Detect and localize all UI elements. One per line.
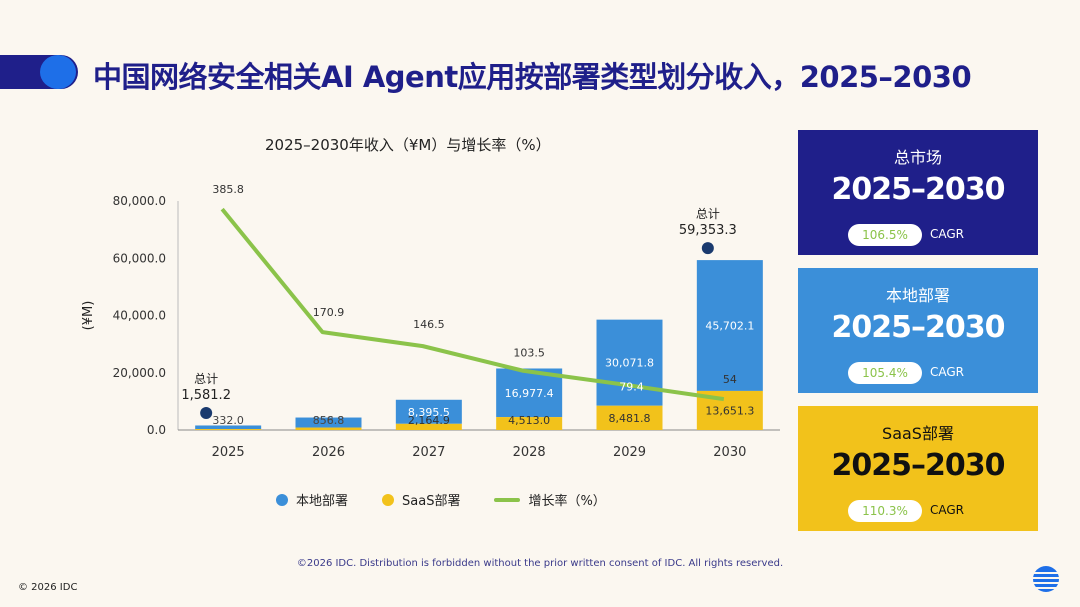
revenue-chart: 80,000.0 60,000.0 40,000.0 20,000.0 0.0 (¥M) 2… — [81, 183, 780, 460]
saas-value-label: 2,164.9 — [408, 414, 450, 427]
growth-value-label: 54 — [723, 373, 737, 386]
card-total-market: 总市场 2025–2030 106.5% CAGR — [798, 130, 1038, 255]
total-label: 总计 — [696, 207, 720, 221]
cagr-pill: 106.5% — [848, 224, 922, 246]
bar-saas — [295, 427, 362, 430]
page-title: 中国网络安全相关AI Agent应用按部署类型划分收入，2025–2030 — [93, 60, 972, 94]
y-axis-label: (¥M) — [81, 301, 96, 331]
total-value: 59,353.3 — [679, 223, 737, 238]
x-tick-label: 2027 — [412, 445, 445, 460]
saas-value-label: 8,481.8 — [609, 412, 651, 425]
growth-value-label: 79.4 — [619, 381, 644, 394]
idc-logo-icon — [1033, 566, 1059, 592]
card-range: 2025–2030 — [831, 172, 1006, 207]
y-tick-label: 0.0 — [147, 423, 166, 437]
card-range: 2025–2030 — [831, 448, 1006, 483]
growth-value-label: 146.5 — [413, 318, 445, 331]
legend-item-onprem: 本地部署 — [276, 490, 348, 509]
title-accent-dot — [40, 55, 76, 89]
growth-value-label: 170.9 — [313, 306, 345, 319]
footer-copyright: ©2026 IDC. Distribution is forbidden wit… — [296, 558, 784, 569]
x-tick-label: 2030 — [713, 445, 746, 460]
bar-onprem — [295, 417, 362, 428]
growth-value-label: 385.8 — [212, 183, 244, 196]
card-label: 总市场 — [893, 148, 942, 167]
onprem-value-label: 45,702.1 — [705, 320, 754, 333]
legend-swatch-growth — [494, 497, 521, 502]
card-label: SaaS部署 — [882, 424, 954, 443]
y-tick-label: 80,000.0 — [113, 194, 166, 208]
cagr-label: CAGR — [930, 503, 965, 517]
x-tick-label: 2025 — [212, 445, 245, 460]
bar-onprem — [596, 319, 663, 406]
x-tick-label: 2029 — [613, 445, 646, 460]
bar-onprem — [195, 425, 262, 430]
legend-swatch-saas — [382, 493, 395, 506]
overlap-value-label: 858.8 — [313, 414, 345, 427]
onprem-value-label: 30,071.8 — [605, 357, 654, 370]
legend-label-growth: 增长率（%） — [528, 494, 606, 509]
onprem-value-label: 16,977.4 — [505, 387, 554, 400]
chart-legend: 本地部署 SaaS部署 增长率（%） — [276, 490, 606, 509]
saas-value-label: 13,651.3 — [705, 404, 754, 417]
y-tick-label: 20,000.0 — [113, 366, 166, 380]
saas-value-label: 4,513.0 — [508, 414, 550, 427]
bar-onprem — [395, 399, 462, 424]
legend-item-growth: 增长率（%） — [494, 490, 606, 509]
total-marker-dot — [701, 242, 714, 255]
footer-left: © 2026 IDC — [18, 582, 78, 593]
bar-saas — [596, 405, 663, 430]
card-range: 2025–2030 — [831, 310, 1006, 345]
cagr-pill: 105.4% — [848, 362, 922, 384]
growth-line — [220, 207, 725, 402]
bar-saas — [395, 423, 462, 430]
legend-label-onprem: 本地部署 — [296, 494, 349, 509]
total-marker-dot — [200, 407, 213, 419]
card-saas: SaaS部署 2025–2030 110.3% CAGR — [798, 406, 1038, 531]
cagr-pill: 110.3% — [848, 500, 922, 522]
saas-value-label: 856.8 — [313, 414, 345, 427]
legend-swatch-onprem — [276, 493, 288, 506]
cagr-label: CAGR — [930, 227, 965, 241]
onprem-value-label: 332.0 — [212, 414, 244, 427]
card-onprem: 本地部署 2025–2030 105.4% CAGR — [798, 268, 1038, 393]
y-tick-label: 40,000.0 — [113, 309, 166, 323]
bar-saas — [195, 429, 262, 430]
total-value: 1,581.2 — [181, 388, 231, 403]
chart-title: 2025–2030年收入（¥M）与增长率（%） — [265, 136, 551, 154]
total-label: 总计 — [194, 372, 218, 386]
bar-saas — [496, 417, 563, 430]
y-tick-label: 60,000.0 — [113, 251, 166, 265]
growth-value-label: 103.5 — [513, 347, 545, 360]
x-tick-label: 2028 — [513, 445, 546, 460]
bar-onprem — [696, 260, 763, 391]
card-label: 本地部署 — [885, 286, 950, 305]
legend-label-saas: SaaS部署 — [402, 494, 461, 509]
x-tick-label: 2026 — [312, 445, 345, 460]
onprem-value-label: 8,395.5 — [408, 406, 450, 419]
cagr-label: CAGR — [930, 365, 965, 379]
legend-item-saas: SaaS部署 — [382, 490, 460, 509]
